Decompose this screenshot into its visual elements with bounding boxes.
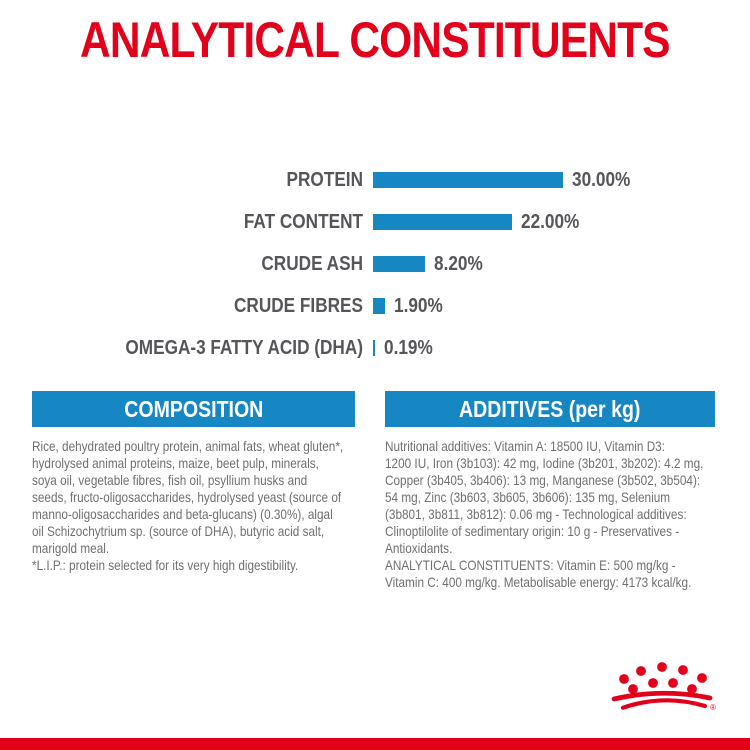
chart-bar: [373, 340, 375, 356]
bar-chart: PROTEIN 30.00% FAT CONTENT 22.00% CRUDE ASH 8…: [0, 159, 750, 369]
chart-bar: [373, 214, 512, 230]
chart-row: PROTEIN 30.00%: [0, 159, 750, 201]
page-title: ANALYTICAL CONSTITUENTS: [80, 12, 670, 68]
chart-category-label: CRUDE FIBRES: [233, 294, 363, 317]
page-title-wrap: ANALYTICAL CONSTITUENTS: [0, 14, 750, 66]
chart-value-label: 8.20%: [434, 252, 483, 275]
chart-category-label: FAT CONTENT: [243, 210, 363, 233]
chart-bar: [373, 298, 385, 314]
composition-header: COMPOSITION: [32, 391, 355, 427]
chart-bar: [373, 172, 563, 188]
composition-text: Rice, dehydrated poultry protein, animal…: [32, 438, 344, 573]
additives-header: ADDITIVES (per kg): [385, 391, 715, 427]
chart-value-label: 30.00%: [572, 168, 631, 191]
footer-red-bar: [0, 738, 750, 750]
chart-category-label: PROTEIN: [286, 168, 363, 191]
chart-category-label: OMEGA-3 FATTY ACID (DHA): [125, 336, 363, 359]
chart-row: CRUDE ASH 8.20%: [0, 243, 750, 285]
composition-header-label: COMPOSITION: [123, 395, 264, 422]
additives-text: Nutritional additives: Vitamin A: 18500 …: [385, 438, 704, 590]
chart-row: OMEGA-3 FATTY ACID (DHA) 0.19%: [0, 327, 750, 369]
chart-value-label: 22.00%: [521, 210, 580, 233]
chart-value-label: 1.90%: [394, 294, 443, 317]
chart-value-label: 0.19%: [384, 336, 433, 359]
chart-category-label: CRUDE ASH: [261, 252, 363, 275]
additives-header-label: ADDITIVES (per kg): [459, 395, 641, 422]
royal-canin-crown-icon: ®: [611, 662, 716, 712]
chart-bar: [373, 256, 425, 272]
chart-row: FAT CONTENT 22.00%: [0, 201, 750, 243]
registered-mark: ®: [710, 703, 716, 712]
chart-row: CRUDE FIBRES 1.90%: [0, 285, 750, 327]
